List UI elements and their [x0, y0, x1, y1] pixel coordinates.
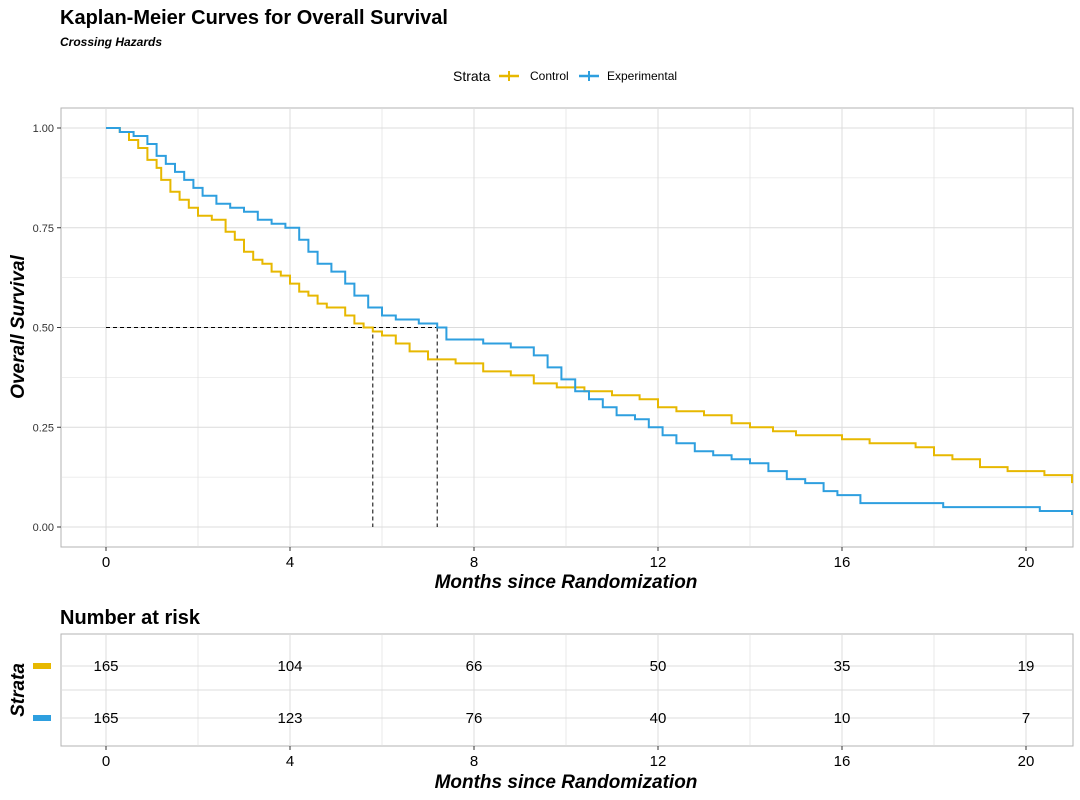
y-axis-title: Overall Survival [8, 254, 29, 398]
legend-key-experimental [579, 71, 599, 81]
survival-grid [61, 108, 1073, 547]
risk-cell-control: 66 [466, 658, 483, 675]
risk-x-axis-ticks: 0 4 8 12 16 20 [102, 746, 1035, 770]
risk-x-tick-label: 16 [834, 753, 851, 770]
legend-label-control: Control [530, 69, 569, 83]
x-axis-title: Months since Randomization [435, 572, 698, 593]
y-tick-label: 0.50 [33, 323, 54, 335]
x-tick-label: 20 [1018, 554, 1035, 571]
risk-cell-control: 19 [1018, 658, 1035, 675]
risk-cell-control: 35 [834, 658, 851, 675]
chart-title: Kaplan-Meier Curves for Overall Survival [60, 7, 448, 29]
risk-table-cells: 165 104 66 50 35 19 165 123 76 40 10 7 [93, 658, 1034, 727]
x-tick-label: 16 [834, 554, 851, 571]
risk-key-control [33, 663, 51, 669]
y-tick-label: 1.00 [33, 123, 54, 135]
risk-table-panel [60, 633, 1074, 747]
risk-x-tick-label: 20 [1018, 753, 1035, 770]
x-tick-label: 8 [470, 554, 478, 571]
risk-y-axis-title: Strata [8, 663, 29, 717]
risk-cell-control: 50 [650, 658, 667, 675]
legend-label-experimental: Experimental [607, 69, 677, 83]
x-tick-label: 0 [102, 554, 110, 571]
risk-cell-experimental: 7 [1022, 710, 1030, 727]
survival-curves [106, 127, 1073, 515]
legend: Strata Control Experimental [453, 68, 677, 84]
legend-key-control [499, 71, 519, 81]
y-axis-ticks: 0.00 0.25 0.50 0.75 1.00 [33, 123, 61, 534]
risk-x-tick-label: 0 [102, 753, 110, 770]
risk-x-tick-label: 8 [470, 753, 478, 770]
chart-subtitle: Crossing Hazards [60, 35, 162, 49]
median-lines [106, 327, 438, 527]
risk-x-axis-title: Months since Randomization [435, 772, 698, 793]
risk-cell-experimental: 40 [650, 710, 667, 727]
risk-table-title: Number at risk [60, 607, 201, 629]
risk-cell-experimental: 165 [93, 710, 118, 727]
series-line-experimental [106, 127, 1073, 515]
y-tick-label: 0.00 [33, 522, 54, 534]
risk-table-keys [33, 663, 51, 721]
y-tick-label: 0.75 [33, 223, 54, 235]
y-tick-label: 0.25 [33, 422, 54, 434]
risk-cell-experimental: 123 [277, 710, 302, 727]
x-tick-label: 4 [286, 554, 294, 571]
risk-cell-control: 165 [93, 658, 118, 675]
risk-x-tick-label: 4 [286, 753, 294, 770]
risk-cell-experimental: 76 [466, 710, 483, 727]
x-axis-ticks: 0 4 8 12 16 20 [102, 547, 1035, 571]
risk-x-tick-label: 12 [650, 753, 667, 770]
risk-key-experimental [33, 715, 51, 721]
risk-cell-experimental: 10 [834, 710, 851, 727]
x-tick-label: 12 [650, 554, 667, 571]
series-line-control [106, 127, 1073, 484]
risk-cell-control: 104 [277, 658, 302, 675]
legend-title: Strata [453, 68, 491, 84]
